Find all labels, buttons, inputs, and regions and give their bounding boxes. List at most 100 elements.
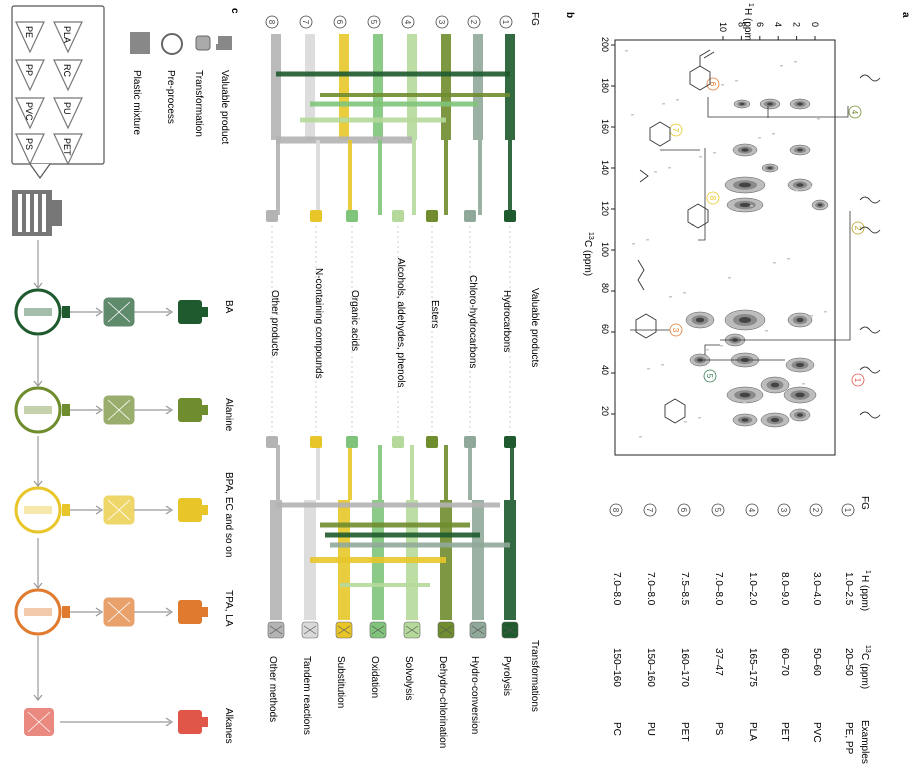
table-cell-h-ppm: 1.0–2.0 [747,572,758,606]
nmr-marker: 6 [706,77,720,91]
transformation-label: Oxidation [369,656,380,698]
plastic-label: PP [24,64,34,76]
nmr-peaks [625,50,829,438]
table-cell-h-ppm: 8.0–9.0 [779,572,790,606]
preprocess-icon [14,486,62,534]
table-cell-c-ppm: 160–170 [679,648,690,687]
table-row-number: 7 [643,503,657,517]
product-label: Chloro-hydrocarbons [467,275,478,368]
product-label: N-containing compounds [313,268,324,379]
product-icon [178,600,202,624]
c-tick-label: 60 [600,324,610,334]
plastic-label: PE [24,26,34,38]
h-axis-ticks: 10 8 6 4 2 0 [718,22,820,40]
table-row-number: 2 [809,503,823,517]
preprocess-icon [14,288,62,336]
svg-text:2: 2 [811,508,820,513]
product-label: Esters [429,300,440,328]
svg-text:7: 7 [671,128,680,133]
table-cell-c-ppm: 37–47 [713,648,724,676]
svg-text:3: 3 [437,20,446,25]
pipeline: BA Alanine BPA, EC and so on TPA, LA Alkanes [14,240,234,744]
svg-text:H (ppm): H (ppm) [742,8,753,44]
transformation-label: Substitution [335,656,346,708]
table-cell-example: PU [645,722,656,736]
panel-label-c: c [229,8,240,14]
pipeline-product-label: Alkanes [223,708,234,744]
svg-text:6: 6 [335,20,344,25]
svg-text:13: 13 [587,232,594,240]
trash-bin-icon [12,190,62,236]
plastic-mixture-box [11,5,105,165]
product-icon [178,498,202,522]
table-row-number: 4 [745,503,759,517]
benzene-ring-5 [664,398,686,424]
svg-text:5: 5 [705,374,714,379]
svg-text:13: 13 [864,645,871,653]
svg-text:5: 5 [369,20,378,25]
svg-text:5: 5 [713,508,722,513]
plastic-label: PLA [62,26,72,43]
svg-text:3: 3 [671,328,680,333]
product-label: Alcohols, aldehydes, phenols [395,258,406,388]
c-axis-title: 13 C (ppm) [582,232,594,276]
table-row-number: 6 [677,503,691,517]
c-tick-label: 20 [600,406,610,416]
c-tick-label: 160 [600,119,610,134]
table-header-fg: FG [859,496,870,510]
svg-text:6: 6 [679,508,688,513]
products-header: Valuable products [529,288,540,367]
h-tick-label: 2 [792,22,802,27]
pipeline-product-label: Alanine [223,398,234,432]
product-labels: Hydrocarbons Chloro-hydrocarbons Esters Alc… [269,258,512,388]
panel-label-a: a [900,12,911,18]
table-row-number: 3 [777,503,791,517]
table-cell-example: PS [713,722,724,736]
svg-text:2: 2 [853,226,862,231]
nmr-marker: 8 [706,191,720,205]
transformation-label: Solvolysis [403,656,414,700]
transformation-label: Dehydro-chlorination [437,656,448,748]
table-cell-c-ppm: 20–50 [843,648,854,676]
legend-preprocess: Pre-process [165,70,176,124]
nmr-marker: 3 [669,323,683,337]
table-cell-c-ppm: 150–160 [611,648,622,687]
chemical-structures [635,49,881,424]
pipeline-product-label: TPA, LA [223,590,234,627]
table-row-number: 8 [609,503,623,517]
preprocess-icon [14,386,62,434]
fg-number: 2 [467,15,481,29]
svg-text:8: 8 [267,20,276,25]
legend-transformation: Transformation [193,70,204,137]
table-cell-h-ppm: 3.0–4.0 [811,572,822,606]
h-tick-label: 4 [773,22,783,27]
fg-number: 8 [265,15,279,29]
benzene-ring-2 [649,121,671,147]
panel-c-flow: c FG 1 2 3 4 5 6 7 8 Valuable products Hydrocar… [229,8,540,748]
fg-number: 6 [333,15,347,29]
transformation-icon [195,35,211,51]
h-tick-label: 8 [736,22,746,27]
svg-text:1: 1 [853,378,862,383]
nmr-marker: 2 [851,221,865,235]
c-tick-label: 140 [600,160,610,175]
svg-text:6: 6 [708,82,717,87]
legend-valuable-product: Valuable product [219,70,230,145]
svg-text:8: 8 [611,508,620,513]
svg-text:C (ppm): C (ppm) [582,240,593,276]
c-tick-label: 40 [600,365,610,375]
h-tick-label: 6 [755,22,765,27]
transformation-label: Hydro-conversion [469,656,480,734]
transformation-label: Other methods [267,656,278,722]
table-row-number: 1 [841,503,855,517]
plastic-label: PET [62,138,72,156]
svg-text:1: 1 [843,508,852,513]
table-row-number: 5 [711,503,725,517]
fg-numbers: 1 2 3 4 5 6 7 8 [265,15,513,29]
svg-text:7: 7 [645,508,654,513]
h-tick-label: 10 [718,22,728,32]
table-header-examples: Examples [859,720,870,764]
c-tick-label: 200 [600,37,610,52]
fg-number: 5 [367,15,381,29]
